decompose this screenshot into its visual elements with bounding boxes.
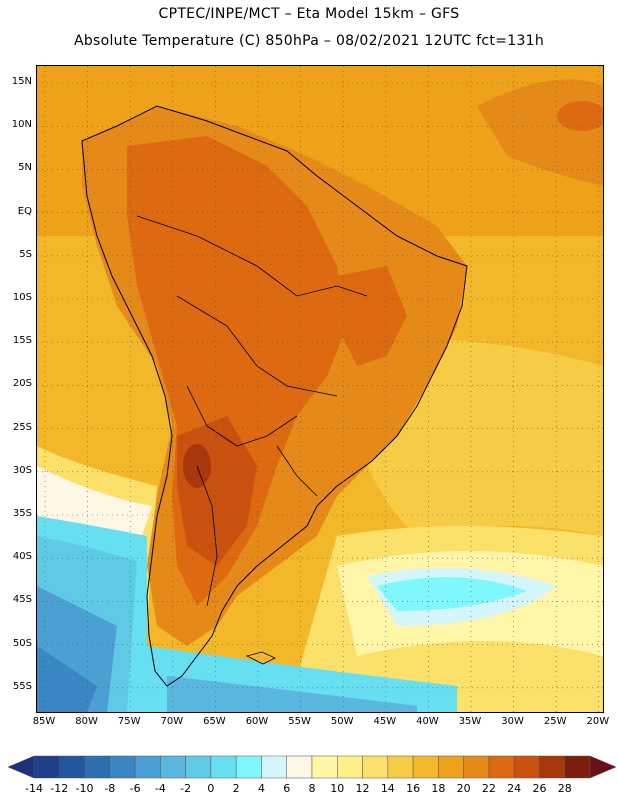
- colorbar-cell: [210, 755, 237, 779]
- falkland-islands: [245, 651, 276, 665]
- field-drake-colder: [167, 676, 417, 712]
- colorbar-cell: [438, 755, 464, 779]
- colorbar-label: 28: [557, 782, 572, 795]
- field-cold-cyan: [377, 577, 527, 611]
- field-far-south: [37, 646, 97, 712]
- colorbar-cell: [539, 755, 565, 779]
- longitude-label: 35W: [458, 716, 482, 727]
- colorbar-label: 8: [308, 782, 316, 795]
- colorbar-cell: [362, 755, 389, 779]
- colorbar-cell: [33, 755, 60, 779]
- colorbar-cell: [134, 755, 161, 779]
- longitude-label: 85W: [32, 716, 56, 727]
- colorbar-label: -14: [25, 782, 43, 795]
- colorbar-label: 4: [257, 782, 265, 795]
- map-canvas: [37, 66, 603, 712]
- latitude-label: 30S: [12, 464, 32, 476]
- colorbar-label: 24: [507, 782, 522, 795]
- latitude-label: 10N: [11, 119, 32, 131]
- border-line: [176, 295, 338, 397]
- field-hotspot-ne: [557, 101, 603, 131]
- colorbar-cell: [513, 755, 540, 779]
- colorbar-cell: [59, 755, 85, 779]
- longitude-label: 25W: [543, 716, 567, 727]
- border-line: [186, 385, 298, 447]
- latitude-label: 55S: [12, 680, 32, 692]
- colorbar-label: -8: [104, 782, 116, 795]
- continent-east-hot: [337, 266, 407, 366]
- colorbar-label: 26: [532, 782, 547, 795]
- border-line: [196, 465, 218, 607]
- colorbar-cell: [412, 755, 439, 779]
- longitude-label: 65W: [203, 716, 226, 727]
- longitude-label: 55W: [288, 716, 311, 727]
- chart-title-line-2: Absolute Temperature (C) 850hPa – 08/02/…: [73, 33, 545, 49]
- colorbar-cell: [488, 755, 515, 779]
- colorbar-cell: [261, 755, 287, 779]
- latitude-label: 40S: [12, 551, 32, 563]
- longitude-label: 40W: [416, 716, 439, 727]
- colorbar-label: -12: [50, 782, 69, 795]
- longitude-label: 20W: [586, 716, 610, 727]
- latitude-label: 10S: [12, 292, 32, 303]
- colorbar-label: 0: [207, 782, 215, 795]
- colorbar-label: 20: [456, 782, 471, 795]
- longitude-label: 30W: [501, 716, 524, 727]
- colorbar-label: 14: [380, 782, 395, 795]
- colorbar-label: -2: [180, 782, 192, 795]
- colorbar-cell: [463, 755, 490, 779]
- colorbar-label: 16: [406, 782, 421, 795]
- colorbar-label: -10: [75, 782, 94, 795]
- latitude-label: 15S: [12, 335, 32, 347]
- colorbar-cell: [337, 755, 363, 779]
- colorbar-label: 22: [481, 782, 496, 795]
- latitude-label: 45S: [12, 594, 32, 606]
- temperature-map: [36, 65, 604, 713]
- latitude-label: 50S: [12, 637, 32, 649]
- longitude-label: 60W: [245, 716, 269, 727]
- south-america-coastline: [81, 105, 468, 687]
- latitude-label: 25S: [12, 421, 32, 433]
- colorbar-low-arrow: [7, 755, 35, 779]
- longitude-label: 45W: [373, 716, 397, 727]
- colorbar-label: -4: [154, 782, 166, 795]
- longitude-label: 75W: [117, 716, 141, 727]
- colorbar-cell: [109, 755, 136, 779]
- colorbar-label: -6: [129, 782, 141, 795]
- colorbar-cell: [387, 755, 414, 779]
- colorbar-label: 6: [283, 782, 291, 795]
- latitude-label: EQ: [17, 205, 32, 217]
- border-line: [136, 215, 368, 297]
- chart-title-line-1: CPTEC/INPE/MCT – Eta Model 15km – GFS: [158, 6, 460, 22]
- colorbar-cell: [160, 755, 186, 779]
- latitude-label: 20S: [12, 378, 32, 390]
- colorbar-cell: [84, 755, 111, 779]
- colorbar-label: 10: [330, 782, 345, 795]
- longitude-label: 70W: [160, 716, 184, 727]
- longitude-label: 80W: [75, 716, 98, 727]
- latitude-label: 35S: [12, 508, 32, 519]
- latitude-label: 5S: [19, 248, 32, 260]
- colorbar-cell: [564, 755, 591, 779]
- field-pacific-pale: [37, 466, 152, 536]
- colorbar: [7, 755, 617, 779]
- colorbar-cell: [235, 755, 262, 779]
- latitude-label: 5N: [18, 162, 32, 174]
- colorbar-high-arrow: [589, 755, 617, 779]
- colorbar-cell: [286, 755, 313, 779]
- colorbar-label: 2: [232, 782, 240, 795]
- colorbar-cell: [185, 755, 212, 779]
- latitude-label: 15N: [11, 76, 32, 87]
- border-line: [276, 445, 318, 497]
- colorbar-label: 12: [355, 782, 370, 795]
- colorbar-cell: [311, 755, 338, 779]
- colorbar-label: 18: [431, 782, 446, 795]
- longitude-label: 50W: [330, 716, 354, 727]
